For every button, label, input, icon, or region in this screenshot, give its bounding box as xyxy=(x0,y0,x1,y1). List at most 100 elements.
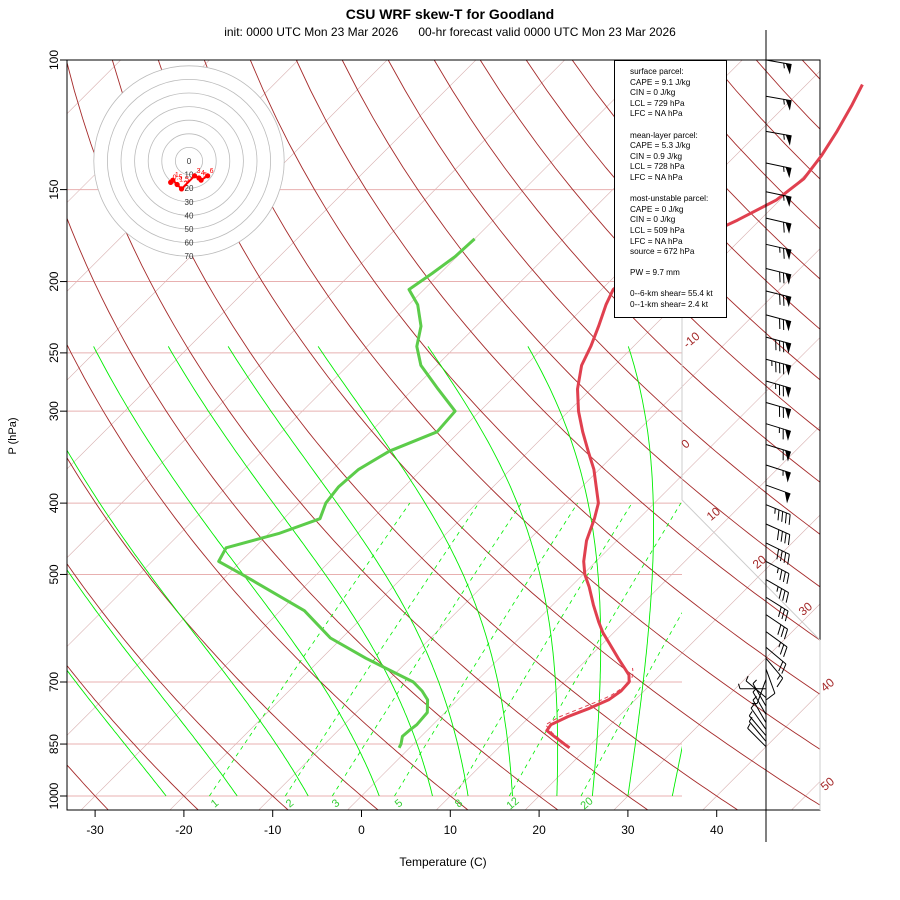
wind-barb-half xyxy=(752,687,757,693)
dry-adiabat-line xyxy=(755,60,820,130)
dry-adiabat-label: 30 xyxy=(796,599,815,619)
wind-barb-half xyxy=(776,567,779,574)
wind-barb xyxy=(765,380,792,398)
wind-barb-flag xyxy=(785,134,792,146)
wind-barb xyxy=(752,696,767,723)
wind-barb-full xyxy=(781,663,787,674)
surface-lcl: LCL = 729 hPa xyxy=(630,98,685,108)
surface-lfc: LFC = NA hPa xyxy=(630,109,683,119)
surface-parcel-heading: surface parcel: xyxy=(630,67,684,76)
wind-barb-full xyxy=(783,222,785,233)
wind-barb-flag xyxy=(785,342,792,354)
moist-adiabat-line xyxy=(627,346,654,797)
wind-barb-flag xyxy=(785,273,792,285)
wind-barb-full xyxy=(778,661,784,672)
wind-barb-staff xyxy=(765,596,789,612)
wind-barb-full xyxy=(783,646,788,657)
wind-barb-half xyxy=(738,683,741,689)
wind-barb-full xyxy=(779,550,783,562)
wind-barb-full xyxy=(784,512,787,524)
x-tick-label: 10 xyxy=(444,823,458,837)
most-unstable-lcl: LCL = 509 hPa xyxy=(630,225,685,235)
chart-subtitle: init: 0000 UTC Mon 23 Mar 2026 00-hr for… xyxy=(0,25,900,39)
hodograph-point-label: 1.5 xyxy=(179,177,189,184)
hodograph-point xyxy=(170,177,176,183)
isotherm-line xyxy=(879,26,900,811)
moist-adiabat-line xyxy=(317,346,513,797)
dry-adiabat-line xyxy=(525,60,820,381)
wind-barb-flag xyxy=(784,491,791,504)
wind-barb-half xyxy=(747,723,751,729)
wind-barb-flag xyxy=(785,63,792,75)
moist-adiabat-line xyxy=(671,745,682,797)
dry-adiabat-line xyxy=(67,217,559,810)
hodograph-point-label: 3 xyxy=(197,168,201,175)
wind-barb-half xyxy=(748,711,753,717)
dry-adiabat-label: 50 xyxy=(818,774,837,794)
x-tick-label: -30 xyxy=(86,823,104,837)
wind-barb xyxy=(752,679,767,707)
isotherm-line xyxy=(347,337,820,810)
hodograph-point-label: 1 xyxy=(175,172,179,179)
shear-0-1km: 0--1-km shear= 2.4 kt xyxy=(630,300,709,310)
y-tick-label: 500 xyxy=(47,564,61,584)
wind-barb-staff xyxy=(765,668,776,694)
hodograph-point xyxy=(178,186,185,192)
hodograph-point xyxy=(205,173,211,179)
wind-barb xyxy=(765,560,790,584)
hodograph-ring-label: 10 xyxy=(185,171,194,180)
wind-barb-staff xyxy=(765,444,792,453)
wind-barb-full xyxy=(785,592,790,603)
hodograph-ring-label: 20 xyxy=(185,184,194,193)
wind-barb-flag xyxy=(785,429,791,441)
wind-barb-flag xyxy=(785,386,791,398)
isotherm-line xyxy=(67,60,388,381)
y-tick-label: 1000 xyxy=(47,782,61,809)
wind-barb-half xyxy=(752,679,757,684)
most-unstable-cape: CAPE = 0 J/kg xyxy=(630,204,684,214)
hodograph-ring-label: 0 xyxy=(187,157,192,166)
wind-barb-half xyxy=(750,703,755,709)
y-tick-label: 250 xyxy=(47,343,61,363)
wind-barb-full xyxy=(784,532,787,544)
wind-barb-staff xyxy=(750,707,767,730)
hodograph-ring-label: 70 xyxy=(185,252,194,261)
moist-adiabat-line xyxy=(67,569,238,797)
mean-layer-lfc: LFC = NA hPa xyxy=(630,172,683,182)
wind-barb xyxy=(765,542,790,565)
isotherm-line xyxy=(258,248,820,810)
parcel-trace xyxy=(544,667,634,749)
mixing-ratio-line xyxy=(508,502,682,797)
wind-barb-staff xyxy=(765,657,784,679)
hodograph-ring xyxy=(147,119,231,203)
y-tick-label: 850 xyxy=(47,734,61,754)
hodograph-ring xyxy=(174,146,203,175)
axes: -30 -20 -10 0 10 20 30 401001502002503004005007… xyxy=(7,50,837,869)
most-unstable-source: source = 672 hPa xyxy=(630,247,695,257)
precipitable-water: PW = 9.7 mm xyxy=(630,268,680,278)
wind-barb-staff xyxy=(765,162,792,169)
wind-barb xyxy=(750,703,767,730)
isotherm-line xyxy=(435,425,820,810)
wind-barb-staff xyxy=(747,727,767,748)
wind-barb-staff xyxy=(765,358,792,367)
wind-barb-full xyxy=(783,248,785,259)
wind-barb-staff xyxy=(765,614,788,630)
x-tick-label: -10 xyxy=(264,823,282,837)
dry-adiabat-label: 40 xyxy=(818,675,837,695)
wind-barb-half xyxy=(776,586,779,592)
dry-adiabat-label: -10 xyxy=(680,329,703,351)
x-tick-label: 30 xyxy=(621,823,635,837)
y-tick-label: 700 xyxy=(47,672,61,692)
mixing-ratio-line xyxy=(331,502,522,797)
surface-cape: CAPE = 9.1 J/kg xyxy=(630,77,691,87)
hodograph-ring xyxy=(107,79,271,243)
wind-barb xyxy=(765,95,792,111)
dry-adiabat-line xyxy=(249,60,820,695)
hodograph-ring-label: 40 xyxy=(185,211,194,220)
wind-barb-half xyxy=(752,696,757,701)
dry-adiabat-line xyxy=(111,60,739,810)
mean-layer-lcl: LCL = 728 hPa xyxy=(630,162,685,172)
